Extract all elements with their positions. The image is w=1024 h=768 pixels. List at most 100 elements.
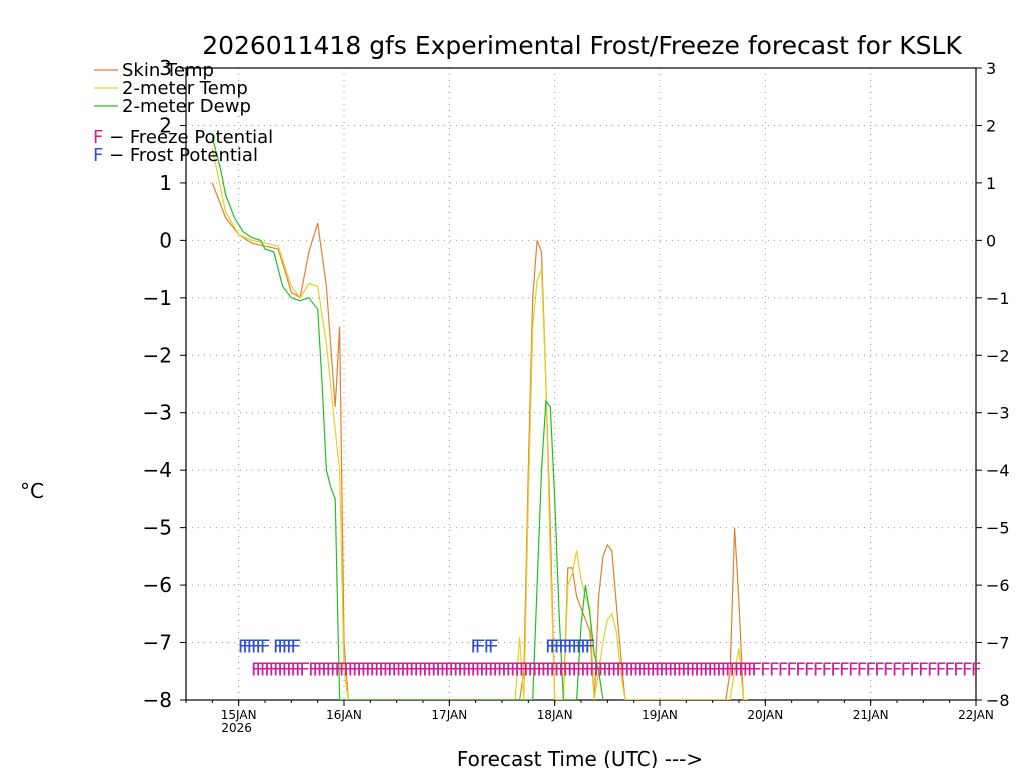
freeze-flag: F [900, 659, 911, 680]
frost-flag: F [562, 636, 573, 657]
freeze-flag: F [422, 659, 433, 680]
y-axis-left: 3 2 1 0 −1 −2 −3 −4 −5 −6 −7 −8 [143, 56, 186, 712]
y-tick-label: 2 [159, 113, 172, 137]
y-tick-label: 3 [986, 59, 996, 78]
freeze-flag: F [260, 659, 271, 680]
freeze-flag: F [330, 659, 341, 680]
grid-lines [186, 68, 977, 700]
x-tick-label: 16JAN [326, 708, 362, 722]
y-tick-label: −3 [143, 401, 172, 425]
frost-flag: F [580, 636, 591, 657]
freeze-flag: F [369, 659, 380, 680]
freeze-flag: F [918, 659, 929, 680]
freeze-flag: F [659, 659, 670, 680]
freeze-flag: F [409, 659, 420, 680]
freeze-flag: F [611, 659, 622, 680]
freeze-flag: F [589, 659, 600, 680]
y-axis-label: °C [20, 479, 44, 503]
frost-flag: F [242, 636, 253, 657]
frost-flag: F [475, 636, 486, 657]
freeze-flag: F [619, 659, 630, 680]
frost-flag: F [260, 636, 271, 657]
freeze-flag: F [655, 659, 666, 680]
freeze-flag: F [795, 659, 806, 680]
freeze-flag: F [365, 659, 376, 680]
freeze-flag: F [277, 659, 288, 680]
series-skin-temp [211, 182, 748, 700]
freeze-flag: F [418, 659, 429, 680]
freeze-flag: F [396, 659, 407, 680]
freeze-flag: F [953, 659, 964, 680]
freeze-flag: F [734, 659, 745, 680]
legend-label: Skin Temp [122, 60, 214, 81]
freeze-flag: F [909, 659, 920, 680]
freeze-flag: F [865, 659, 876, 680]
freeze-flag: F [650, 659, 661, 680]
flag-legend-text: − Freeze Potential [103, 127, 273, 148]
flag-legend-entry: F − Frost Potential [93, 145, 258, 166]
freeze-flag: F [637, 659, 648, 680]
freeze-flag: F [501, 659, 512, 680]
freeze-flag: F [453, 659, 464, 680]
freeze-flag: F [677, 659, 688, 680]
freeze-flag: F [404, 659, 415, 680]
y-tick-label: −4 [143, 458, 172, 482]
freeze-flag: F [549, 659, 560, 680]
freeze-flag: F [400, 659, 411, 680]
freeze-flag: F [580, 659, 591, 680]
frost-flag: F [549, 636, 560, 657]
freeze-flag: F [576, 659, 587, 680]
y-tick-label: 3 [159, 56, 172, 80]
freeze-flag: F [339, 659, 350, 680]
freeze-flag: F [584, 659, 595, 680]
freeze-flag: F [352, 659, 363, 680]
freeze-flag: F [760, 659, 771, 680]
frost-flag: F [290, 636, 301, 657]
frost-flag: F [238, 636, 249, 657]
freeze-flag: F [769, 659, 780, 680]
freeze-flag: F [971, 659, 982, 680]
x-tick-label: 18JAN [537, 708, 573, 722]
freeze-flag: F [839, 659, 850, 680]
y-tick-label: 1 [159, 171, 172, 195]
frost-flag: F [554, 636, 565, 657]
freeze-flag: F [729, 659, 740, 680]
frost-flag: F [576, 636, 587, 657]
freeze-flag: F [663, 659, 674, 680]
freeze-flag: F [374, 659, 385, 680]
freeze-flag: F [448, 659, 459, 680]
freeze-flag: F [672, 659, 683, 680]
freeze-flag: F [334, 659, 345, 680]
freeze-flag: F [251, 659, 262, 680]
freeze-flag: F [830, 659, 841, 680]
freeze-flag: F [641, 659, 652, 680]
frost-flag: F [277, 636, 288, 657]
y-tick-label: −5 [986, 519, 1010, 538]
freeze-flag: F [545, 659, 556, 680]
x-tick-sublabel: 2026 [221, 721, 252, 735]
freeze-flag: F [532, 659, 543, 680]
freeze-flag: F [883, 659, 894, 680]
freeze-flag: F [567, 659, 578, 680]
freeze-flag: F [308, 659, 319, 680]
y-tick-label: −5 [143, 516, 172, 540]
freeze-flag: F [571, 659, 582, 680]
x-tick-label: 19JAN [642, 708, 678, 722]
freeze-flag: F [716, 659, 727, 680]
frost-flag: F [273, 636, 284, 657]
frost-flag: F [558, 636, 569, 657]
freeze-flag: F [935, 659, 946, 680]
freeze-flag: F [593, 659, 604, 680]
freeze-flag: F [317, 659, 328, 680]
flag-legend-letter: F [93, 145, 103, 166]
freeze-flag: F [725, 659, 736, 680]
freeze-flag: F [299, 659, 310, 680]
freeze-flag: F [681, 659, 692, 680]
freeze-flag: F [927, 659, 938, 680]
freeze-flag: F [295, 659, 306, 680]
freeze-flag: F [497, 659, 508, 680]
y-tick-label: 0 [159, 228, 172, 252]
freeze-flag: F [554, 659, 565, 680]
